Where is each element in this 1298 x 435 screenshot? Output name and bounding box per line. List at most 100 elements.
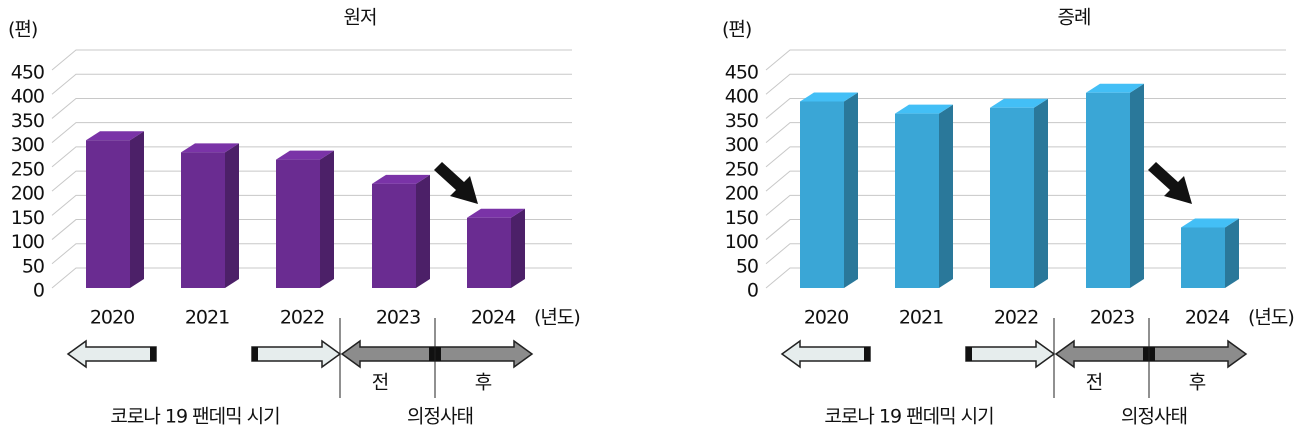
bar-top bbox=[1181, 218, 1239, 228]
y-tick-label: 250 bbox=[725, 158, 758, 180]
y-tick-label: 0 bbox=[747, 280, 758, 302]
period-arrow bbox=[66, 339, 157, 369]
bar-top bbox=[276, 150, 334, 160]
bar-side bbox=[939, 104, 953, 288]
bar-top bbox=[990, 98, 1048, 108]
bar bbox=[276, 150, 334, 288]
bar-front bbox=[181, 152, 225, 288]
y-axis-label: (편) bbox=[722, 19, 751, 41]
y-tick-label: 250 bbox=[11, 158, 44, 180]
y-tick-label: 350 bbox=[11, 110, 44, 132]
bar-top bbox=[800, 92, 858, 102]
grid-line bbox=[51, 122, 572, 144]
chart-title: 증례 bbox=[1058, 7, 1091, 29]
bar-side bbox=[320, 150, 334, 288]
annotation: 후 bbox=[475, 372, 492, 394]
bar bbox=[467, 208, 525, 288]
annotation: 의정사태 bbox=[407, 406, 473, 428]
y-tick-label: 400 bbox=[725, 86, 758, 108]
period-arrow-cap bbox=[150, 347, 156, 361]
y-tick-label: 100 bbox=[11, 231, 44, 253]
grid-line bbox=[765, 73, 1286, 95]
bar-front bbox=[1086, 92, 1130, 288]
chart-title: 원저 bbox=[344, 7, 377, 29]
bar bbox=[86, 131, 144, 288]
bar-side bbox=[844, 92, 858, 288]
bar bbox=[990, 98, 1048, 288]
bar-front bbox=[895, 113, 939, 288]
bar-side bbox=[1225, 218, 1239, 288]
annotation: 전 bbox=[1086, 372, 1102, 394]
bar-side bbox=[1034, 98, 1048, 288]
x-tick-label: 2020 bbox=[90, 307, 134, 329]
y-tick-label: 450 bbox=[11, 62, 44, 84]
bar-top bbox=[895, 104, 953, 114]
grid-line bbox=[51, 49, 572, 71]
bar-front bbox=[372, 183, 416, 288]
y-axis-label: (편) bbox=[8, 19, 37, 41]
bar-top bbox=[467, 208, 525, 218]
annotation: 의정사태 bbox=[1121, 406, 1187, 428]
grid-line bbox=[51, 170, 572, 192]
bar-front bbox=[1181, 227, 1225, 288]
y-tick-label: 50 bbox=[22, 255, 44, 277]
period-arrow bbox=[965, 339, 1056, 369]
bar bbox=[800, 92, 858, 288]
period-arrow-cap bbox=[966, 347, 972, 361]
bar bbox=[181, 143, 239, 288]
bar bbox=[372, 174, 430, 288]
bar-side bbox=[416, 174, 430, 288]
y-tick-label: 200 bbox=[11, 183, 44, 205]
bar-top bbox=[372, 174, 430, 184]
bar-front bbox=[990, 107, 1034, 288]
x-tick-label: 2023 bbox=[1090, 307, 1134, 329]
grid-line bbox=[765, 49, 1286, 71]
annotation: 전 bbox=[372, 372, 388, 394]
bar-side bbox=[511, 208, 525, 288]
y-tick-label: 0 bbox=[33, 280, 44, 302]
x-tick-label: 2022 bbox=[280, 307, 324, 329]
x-tick-label: 2024 bbox=[471, 307, 516, 329]
bar-front bbox=[800, 101, 844, 288]
bar-side bbox=[130, 131, 144, 288]
period-arrow bbox=[780, 339, 871, 369]
y-tick-label: 450 bbox=[725, 62, 758, 84]
y-tick-label: 150 bbox=[11, 207, 44, 229]
y-tick-label: 300 bbox=[11, 134, 44, 156]
bar bbox=[895, 104, 953, 288]
x-axis-unit: (년도) bbox=[534, 307, 580, 329]
x-tick-label: 2021 bbox=[185, 307, 229, 329]
bar-front bbox=[467, 217, 511, 288]
y-tick-label: 200 bbox=[725, 183, 758, 205]
y-tick-label: 300 bbox=[725, 134, 758, 156]
period-arrow-cap bbox=[252, 347, 258, 361]
annotation: 코로나 19 팬데믹 시기 bbox=[824, 406, 993, 428]
bar-side bbox=[225, 143, 239, 288]
x-tick-label: 2021 bbox=[899, 307, 943, 329]
period-arrow bbox=[251, 339, 342, 369]
bar-side bbox=[1130, 83, 1144, 288]
grid-line bbox=[51, 146, 572, 168]
grid-line bbox=[51, 73, 572, 95]
bar-top bbox=[181, 143, 239, 153]
annotation: 후 bbox=[1189, 372, 1206, 394]
bar-front bbox=[86, 140, 130, 288]
grid-line bbox=[51, 97, 572, 119]
bar-top bbox=[1086, 83, 1144, 93]
y-tick-label: 50 bbox=[736, 255, 758, 277]
trend-arrow bbox=[1148, 162, 1192, 204]
period-arrow-cap bbox=[864, 347, 870, 361]
y-tick-label: 350 bbox=[725, 110, 758, 132]
bar bbox=[1181, 218, 1239, 288]
bar-front bbox=[276, 159, 320, 288]
trend-arrow bbox=[434, 162, 478, 204]
bar bbox=[1086, 83, 1144, 288]
y-tick-label: 400 bbox=[11, 86, 44, 108]
x-tick-label: 2023 bbox=[376, 307, 420, 329]
x-tick-label: 2020 bbox=[804, 307, 848, 329]
y-tick-label: 100 bbox=[725, 231, 758, 253]
annotation: 코로나 19 팬데믹 시기 bbox=[110, 406, 279, 428]
x-tick-label: 2022 bbox=[994, 307, 1038, 329]
bar-top bbox=[86, 131, 144, 141]
